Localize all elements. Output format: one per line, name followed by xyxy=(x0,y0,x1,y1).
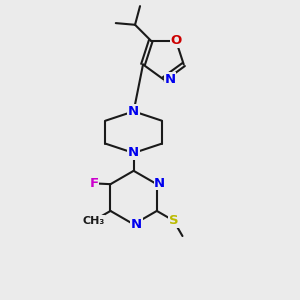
Text: N: N xyxy=(164,73,175,86)
Text: O: O xyxy=(170,34,182,47)
Text: CH₃: CH₃ xyxy=(82,216,105,226)
Text: N: N xyxy=(154,177,165,190)
Text: N: N xyxy=(131,218,142,231)
Text: S: S xyxy=(169,214,178,227)
Text: F: F xyxy=(90,177,99,190)
Text: N: N xyxy=(128,105,139,118)
Text: N: N xyxy=(128,146,139,160)
